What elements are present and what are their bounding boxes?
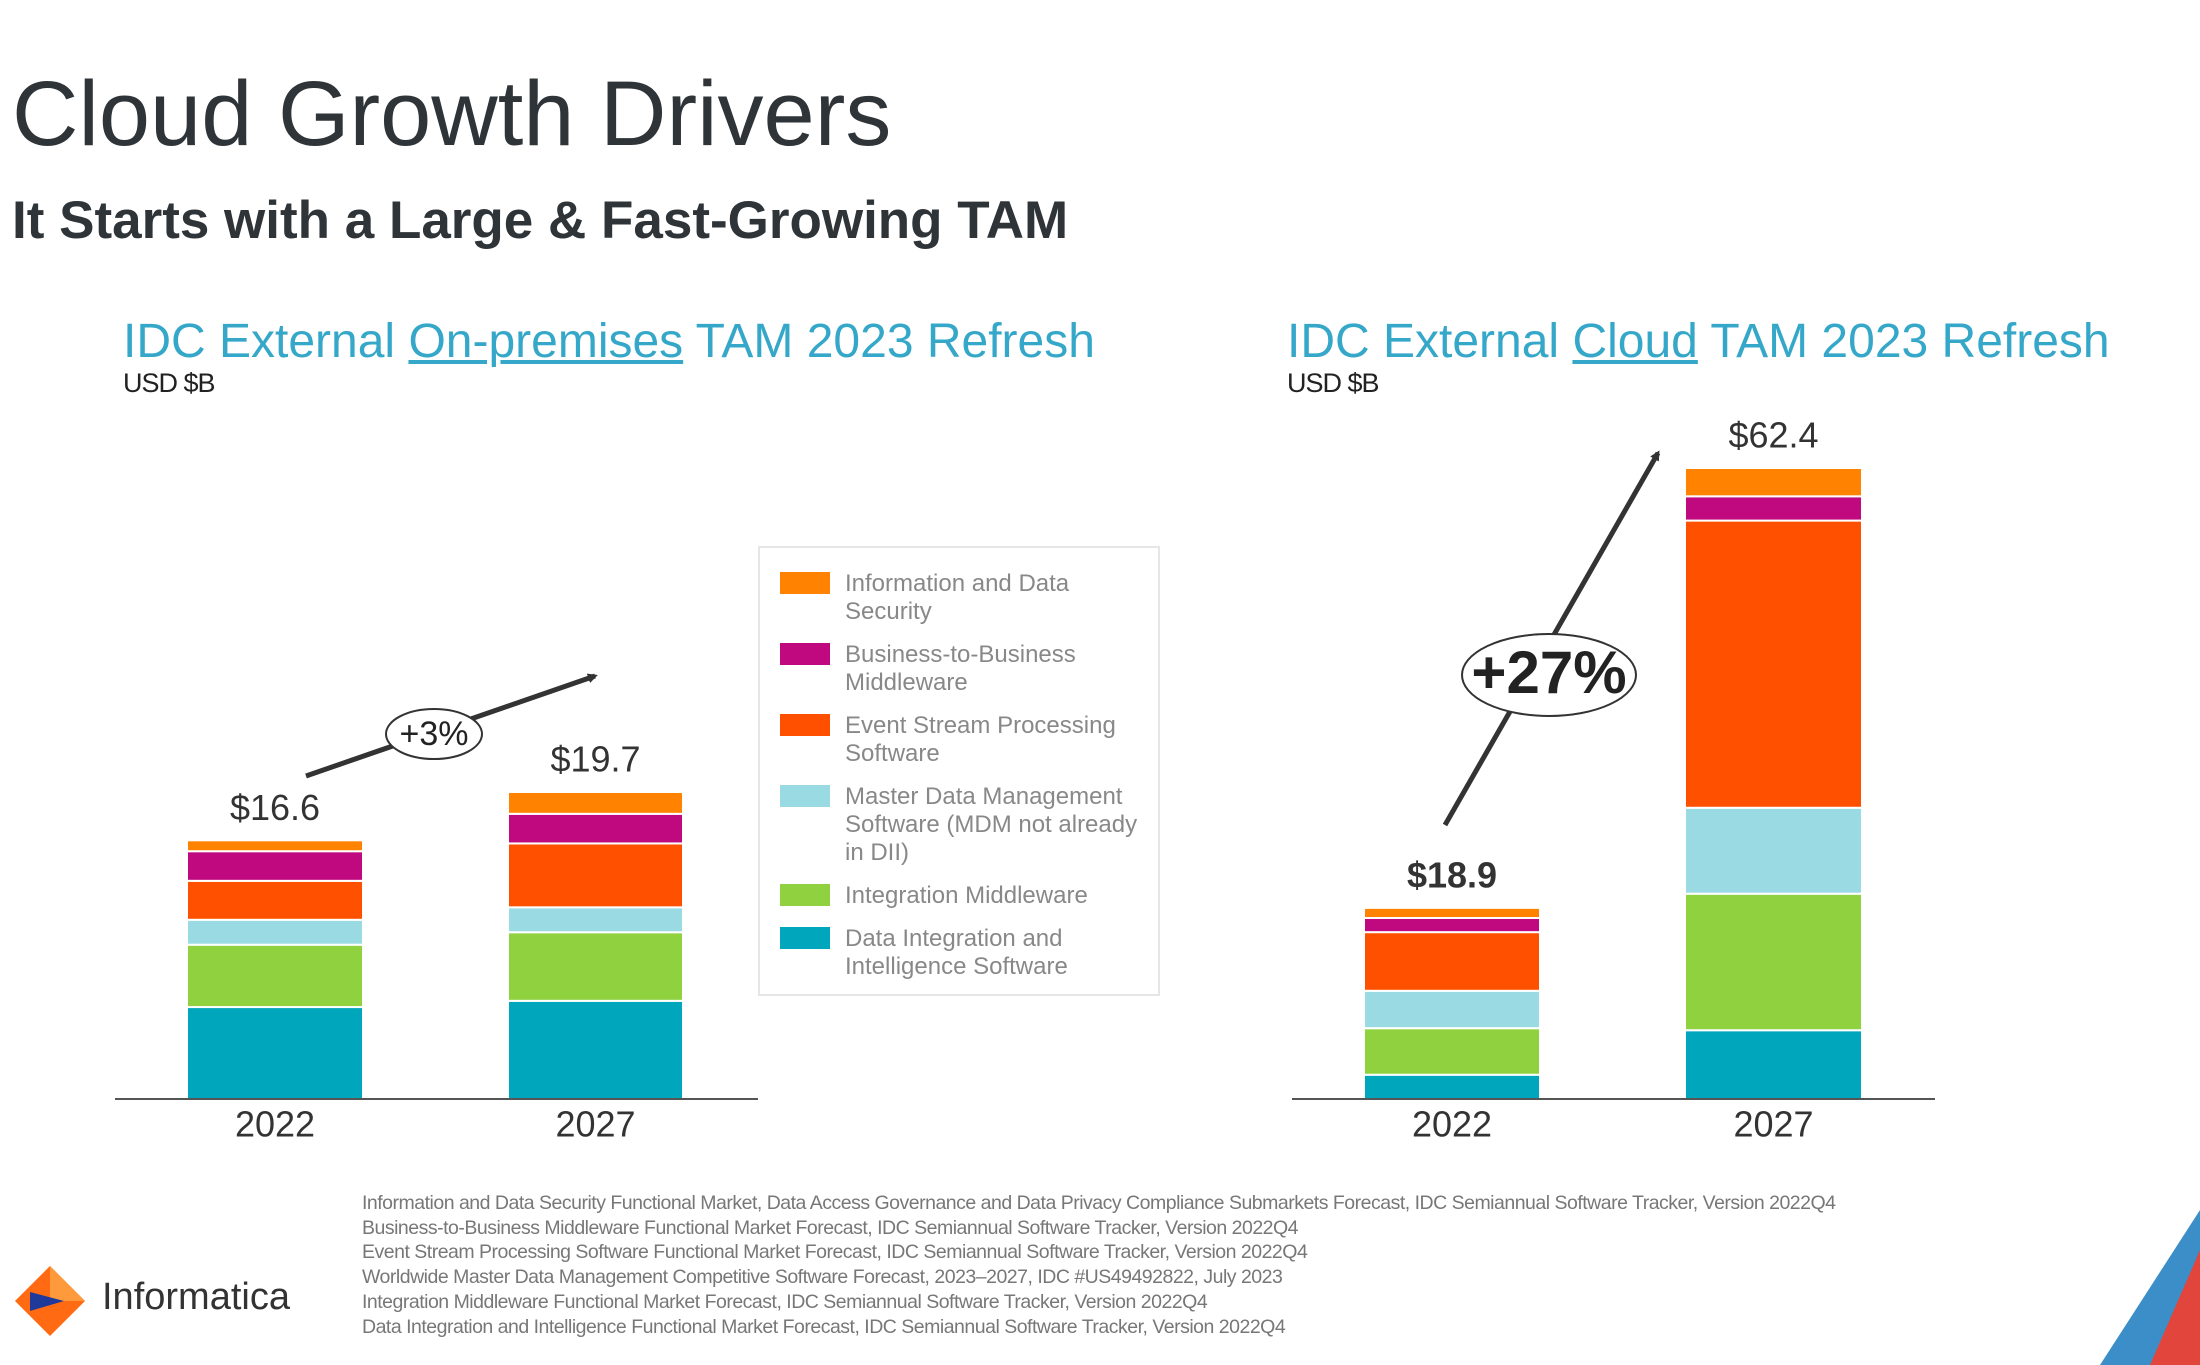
x-tick-label: 2027 <box>1733 1104 1813 1145</box>
bar-segment <box>507 842 684 909</box>
bar-segment <box>1363 1073 1541 1100</box>
bar-segment <box>186 850 364 882</box>
footnote: Integration Middleware Functional Market… <box>362 1290 1208 1313</box>
legend-swatch <box>780 927 830 949</box>
legend-item: Master Data Management Software (MDM not… <box>780 783 1158 867</box>
bar-segment <box>507 791 684 815</box>
bar-segment <box>1684 892 1863 1032</box>
footnote: Business-to-Business Middleware Function… <box>362 1216 1299 1239</box>
title-part: On-premises <box>408 315 684 368</box>
legend-label: Integration Middleware <box>845 882 1088 909</box>
legend-label: Information and Data Security <box>845 570 1070 625</box>
bar-segment <box>186 879 364 921</box>
title-part: IDC External <box>123 315 396 368</box>
annotation: +3% <box>400 715 469 753</box>
title-part: Cloud <box>1572 315 1698 368</box>
bar-segment <box>507 812 684 845</box>
total-label: $62.4 <box>1728 415 1818 456</box>
bar-segment <box>1363 989 1541 1030</box>
footnotes: Information and Data Security Functional… <box>362 1191 1836 1339</box>
bar-segment <box>507 999 684 1100</box>
legend-swatch <box>780 785 830 807</box>
x-tick-label: 2022 <box>235 1104 315 1145</box>
annotation-bubble <box>385 708 483 760</box>
legend-item: Event Stream Processing Software <box>780 712 1158 768</box>
footnote: Worldwide Master Data Management Competi… <box>362 1266 1283 1289</box>
legend-item: Integration Middleware <box>780 882 1158 910</box>
unit-label: USD $B <box>123 368 216 398</box>
title-part: TAM 2023 Refresh <box>695 315 1095 368</box>
legend-label: Event Stream Processing Software <box>845 712 1116 767</box>
legend: Information and Data Security Business-to… <box>758 546 1160 996</box>
bar-segment <box>1684 806 1863 895</box>
x-tick-label: 2022 <box>1412 1104 1492 1145</box>
page-subtitle: It Starts with a Large & Fast-Growing TA… <box>12 191 1069 250</box>
chart-title: IDC External On-premises TAM 2023 Refres… <box>123 314 1095 369</box>
title-part: TAM 2023 Refresh <box>1710 315 2110 368</box>
legend-swatch <box>780 643 830 665</box>
total-label: $18.9 <box>1407 854 1497 895</box>
legend-swatch <box>780 714 830 736</box>
bar-segment <box>1684 467 1863 498</box>
bar-segment <box>1684 1029 1863 1100</box>
footnote: Event Stream Processing Software Functio… <box>362 1241 1308 1264</box>
legend-item: Information and Data Security <box>780 570 1158 626</box>
footnote: Data Integration and Intelligence Functi… <box>362 1315 1286 1338</box>
legend-swatch <box>780 572 830 594</box>
logo-icon <box>15 1266 85 1336</box>
bar-segment <box>1684 519 1863 809</box>
title-part: IDC External <box>1287 315 1560 368</box>
total-label: $19.7 <box>550 739 640 780</box>
bar-segment <box>186 1006 364 1101</box>
corner-decoration <box>2150 1250 2200 1365</box>
bar-segment <box>507 931 684 1002</box>
bar-segment <box>507 906 684 934</box>
bar-segment <box>1363 931 1541 992</box>
bar-segment <box>1363 906 1541 919</box>
chart-title: IDC External Cloud TAM 2023 Refresh <box>1287 314 2110 369</box>
unit-label: USD $B <box>1287 368 1380 398</box>
bar-segment <box>186 839 364 853</box>
x-tick-label: 2027 <box>555 1104 635 1145</box>
bar-segment <box>186 918 364 946</box>
page-title: Cloud Growth Drivers <box>12 63 892 165</box>
legend-item: Data Integration and Intelligence Softwa… <box>780 925 1158 981</box>
total-label: $16.6 <box>230 787 320 828</box>
bar-segment <box>1684 495 1863 522</box>
bar-segment <box>1363 916 1541 934</box>
footnote: Information and Data Security Functional… <box>362 1192 1836 1214</box>
legend-label: Master Data Management Software (MDM not… <box>845 783 1138 866</box>
bar-segment <box>186 943 364 1009</box>
annotation: +27% <box>1471 639 1626 706</box>
annotation-bubble <box>1461 633 1637 717</box>
legend-swatch <box>780 884 830 906</box>
legend-label: Data Integration and Intelligence Softwa… <box>845 925 1068 980</box>
legend-label: Business-to-Business Middleware <box>845 641 1076 696</box>
legend-item: Business-to-Business Middleware <box>780 641 1158 697</box>
bar-segment <box>1363 1027 1541 1076</box>
logo-text: Informatica <box>102 1276 290 1318</box>
